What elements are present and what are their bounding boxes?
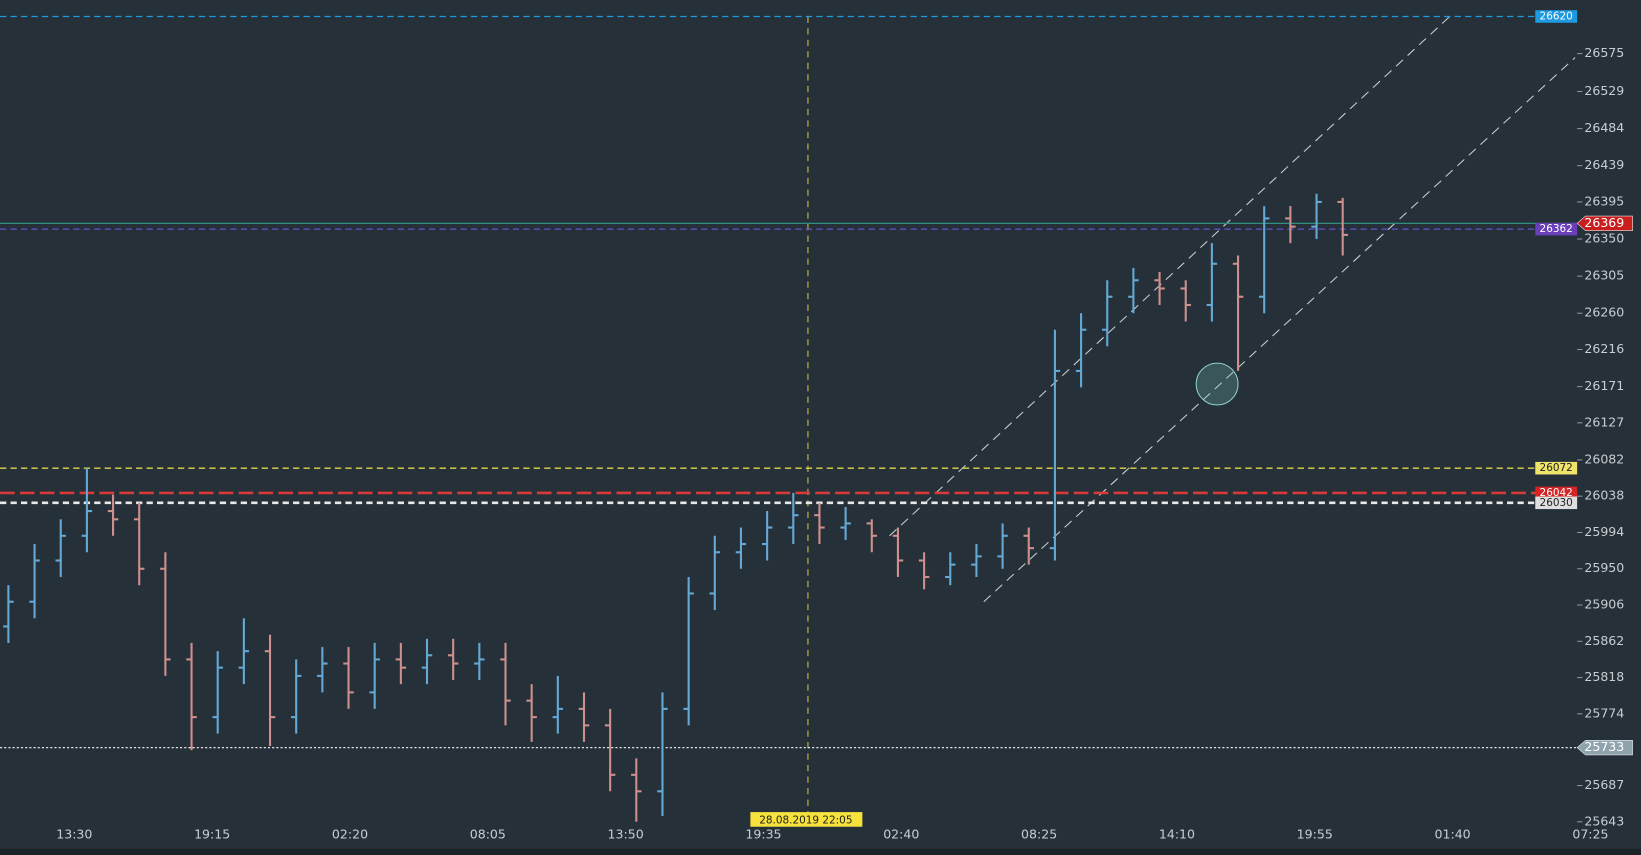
level-label: 26042	[1540, 487, 1573, 499]
x-tick-label: 13:30	[56, 827, 92, 842]
x-tick-label: 01:40	[1435, 827, 1471, 842]
y-tick-label: 26082	[1584, 451, 1624, 466]
x-tick-label: 19:35	[745, 827, 781, 842]
x-tick-label: 08:05	[470, 827, 506, 842]
y-tick-label: 26484	[1584, 120, 1624, 135]
x-tick-label: 19:15	[194, 827, 230, 842]
x-tick-label: 13:50	[608, 827, 644, 842]
x-tick-label: 19:55	[1297, 827, 1333, 842]
price-label-box	[1576, 215, 1633, 232]
crosshair-label-box	[750, 812, 863, 827]
y-tick-label: 26171	[1584, 378, 1624, 393]
y-tick-label: 25774	[1584, 705, 1624, 720]
x-tick-label: 02:20	[332, 827, 368, 842]
x-tick-label: 02:40	[883, 827, 919, 842]
price-label: 26369	[1584, 215, 1624, 230]
y-tick-label: 26216	[1584, 341, 1624, 356]
level-label: 26362	[1540, 223, 1573, 235]
y-tick-label: 26127	[1584, 414, 1624, 429]
price-label: 25733	[1584, 739, 1624, 754]
y-tick-label: 25643	[1584, 813, 1624, 828]
level-label-box	[1535, 486, 1578, 500]
trend-channel	[889, 16, 1576, 603]
y-tick-label: 25906	[1584, 597, 1624, 612]
level-label: 26030	[1540, 497, 1573, 509]
x-tick-label: 08:25	[1021, 827, 1057, 842]
y-tick-label: 26395	[1584, 193, 1624, 208]
crosshair-label: 28.08.2019 22:05	[759, 814, 852, 826]
y-tick-label: 26038	[1584, 488, 1624, 503]
x-tick-label: 14:10	[1159, 827, 1195, 842]
x-tick-label: 07:25	[1572, 827, 1608, 842]
level-label-box	[1535, 222, 1578, 236]
channel-upper	[889, 16, 1450, 537]
y-tick-label: 26439	[1584, 157, 1624, 172]
highlight-circle	[1195, 362, 1239, 406]
level-label-box	[1535, 461, 1578, 475]
y-tick-label: 25687	[1584, 777, 1624, 792]
y-tick-label: 26260	[1584, 305, 1624, 320]
y-tick-label: 26529	[1584, 83, 1624, 98]
y-tick-label: 25994	[1584, 524, 1624, 539]
y-tick-label: 26575	[1584, 45, 1624, 60]
level-label-box	[1535, 496, 1578, 510]
axes: 26575 26529 26484 26439 26395 26350 26305 26260…	[56, 45, 1624, 842]
bars	[3, 193, 1348, 822]
y-tick-label: 25862	[1584, 633, 1624, 648]
y-tick-label: 25818	[1584, 669, 1624, 684]
level-label: 26072	[1540, 462, 1573, 474]
y-tick-label: 26350	[1584, 231, 1624, 246]
level-label: 26620	[1540, 10, 1573, 22]
y-tick-label: 26305	[1584, 268, 1624, 283]
y-tick-label: 25950	[1584, 560, 1624, 575]
level-label-box	[1535, 10, 1578, 23]
price-label-box	[1576, 739, 1633, 756]
channel-lower	[983, 57, 1576, 603]
bottom-strip	[0, 848, 1641, 855]
